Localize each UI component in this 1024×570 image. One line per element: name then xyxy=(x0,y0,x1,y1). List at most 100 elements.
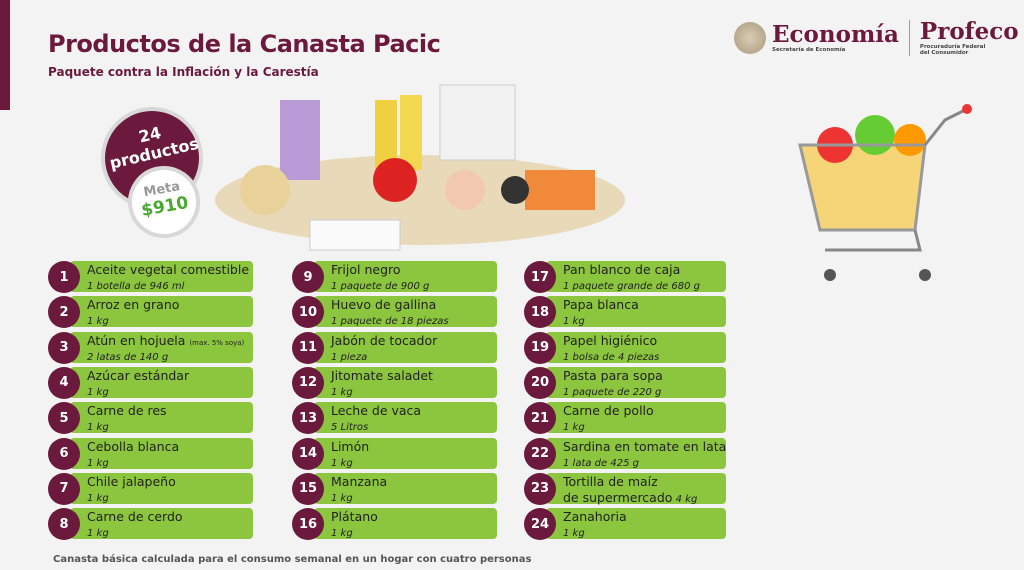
product-item: 5 Carne de res 1 kg xyxy=(48,402,253,435)
product-name: Carne de cerdo xyxy=(87,509,183,525)
item-number: 16 xyxy=(292,508,324,541)
item-number: 11 xyxy=(292,331,324,364)
economia-logo: Economía xyxy=(772,21,899,48)
item-bar: Jitomate saladet 1 kg xyxy=(314,366,497,398)
product-name: Pasta para sopa xyxy=(563,367,663,383)
item-number: 21 xyxy=(524,402,556,435)
product-detail: 1 kg xyxy=(563,422,585,434)
profeco-subtitle-2: del Consumidor xyxy=(919,50,969,56)
item-number: 13 xyxy=(292,402,324,435)
product-detail: 1 paquete de 18 piezas xyxy=(331,316,449,328)
product-detail: 1 paquete grande de 680 g xyxy=(563,281,701,292)
item-number: 14 xyxy=(292,437,324,470)
product-name: Zanahoria xyxy=(563,509,627,525)
product-item: 22 Sardina en tomate en lata 1 lata de 4… xyxy=(524,437,727,470)
product-detail: de supermercado xyxy=(563,489,673,505)
item-bar: Carne de pollo 1 kg xyxy=(546,402,726,434)
item-number: 10 xyxy=(292,296,324,329)
item-bar: Manzana 1 kg xyxy=(314,472,497,504)
item-number: 23 xyxy=(524,472,556,505)
product-name: Frijol negro xyxy=(331,262,401,277)
product-detail: 1 kg xyxy=(87,386,109,398)
product-detail: 1 kg xyxy=(563,316,585,328)
item-number: 5 xyxy=(48,402,80,435)
product-item: 21 Carne de pollo 1 kg xyxy=(524,402,726,435)
product-detail: 1 kg xyxy=(87,316,109,328)
product-name: Jabón de tocador xyxy=(331,332,438,348)
product-name: Manzana xyxy=(331,473,388,489)
product-detail: 1 kg xyxy=(331,492,353,504)
product-item: 6 Cebolla blanca 1 kg xyxy=(48,437,253,470)
page-title: Productos de la Canasta Pacic xyxy=(48,30,441,58)
item-bar: Papa blanca 1 kg xyxy=(546,296,726,328)
product-name: Aceite vegetal comestible xyxy=(87,262,250,277)
product-detail: 1 kg xyxy=(87,422,109,434)
product-item: 23 Tortilla de maíz de supermercado 4 kg xyxy=(524,472,726,505)
product-name: Chile jalapeño xyxy=(87,473,176,489)
item-bar: Limón 1 kg xyxy=(314,437,497,469)
product-name: Arroz en grano xyxy=(87,297,180,313)
item-number: 15 xyxy=(292,472,324,505)
item-bar: Pan blanco de caja 1 paquete grande de 6… xyxy=(546,261,726,292)
product-item: 9 Frijol negro 1 paquete de 900 g xyxy=(292,261,497,293)
item-number: 2 xyxy=(48,296,80,329)
footnote: Canasta básica calculada para el consumo… xyxy=(53,554,532,565)
item-bar: Azúcar estándar 1 kg xyxy=(70,366,253,398)
item-number: 17 xyxy=(524,261,556,293)
product-item: 4 Azúcar estándar 1 kg xyxy=(48,366,253,399)
item-bar: Cebolla blanca 1 kg xyxy=(70,437,253,469)
product-detail: 2 latas de 140 g xyxy=(87,351,169,363)
item-bar: Leche de vaca 5 Litros xyxy=(314,402,497,434)
product-item: 13 Leche de vaca 5 Litros xyxy=(292,402,497,435)
product-item: 10 Huevo de gallina 1 paquete de 18 piez… xyxy=(292,296,497,329)
product-detail: 1 kg xyxy=(87,528,109,540)
item-bar: Arroz en grano 1 kg xyxy=(70,296,253,328)
product-name: Limón xyxy=(331,438,370,454)
product-name: Azúcar estándar xyxy=(87,367,190,383)
product-name: Carne de res xyxy=(87,403,167,419)
product-detail: 5 Litros xyxy=(331,422,369,434)
product-item: 11 Jabón de tocador 1 pieza xyxy=(292,331,497,364)
product-name: Sardina en tomate en lata xyxy=(563,438,727,454)
product-name: Papa blanca xyxy=(563,297,639,313)
item-number: 22 xyxy=(524,437,556,470)
item-number: 8 xyxy=(48,508,80,541)
product-item: 12 Jitomate saladet 1 kg xyxy=(292,366,497,399)
item-number: 3 xyxy=(48,331,80,364)
page-subtitle: Paquete contra la Inflación y la Carestí… xyxy=(48,65,319,79)
item-number: 7 xyxy=(48,472,80,505)
item-number: 20 xyxy=(524,366,556,399)
seal-icon xyxy=(734,22,766,54)
item-number: 12 xyxy=(292,366,324,399)
product-name: Papel higiénico xyxy=(563,332,658,348)
product-name: Atún en hojuela xyxy=(87,332,186,348)
item-bar: Frijol negro 1 paquete de 900 g xyxy=(314,261,497,292)
product-item: 17 Pan blanco de caja 1 paquete grande d… xyxy=(524,261,726,293)
item-bar: Pasta para sopa 1 paquete de 220 g xyxy=(546,366,726,398)
product-item: 14 Limón 1 kg xyxy=(292,437,497,470)
product-name: Plátano xyxy=(331,509,378,525)
item-number: 4 xyxy=(48,366,80,399)
divider xyxy=(908,20,910,56)
item-number: 6 xyxy=(48,437,80,470)
product-item: 19 Papel higiénico 1 bolsa de 4 piezas xyxy=(524,331,726,364)
item-number: 1 xyxy=(48,261,80,293)
product-qty: 4 kg xyxy=(675,493,698,505)
product-detail: 1 bolsa de 4 piezas xyxy=(563,351,660,363)
logos: Economía Secretaría de Economía Profeco … xyxy=(734,20,1019,56)
item-bar: Sardina en tomate en lata 1 lata de 425 … xyxy=(546,437,727,469)
product-detail: 1 lata de 425 g xyxy=(563,457,639,469)
item-bar: Aceite vegetal comestible 1 botella de 9… xyxy=(70,261,253,292)
product-name: Pan blanco de caja xyxy=(563,262,681,277)
item-number: 18 xyxy=(524,296,556,329)
product-name: Carne de pollo xyxy=(563,403,654,419)
item-bar: Carne de cerdo 1 kg xyxy=(70,508,253,540)
item-bar: Atún en hojuela (max. 5% soya) 2 latas d… xyxy=(70,331,253,363)
item-bar: Papel higiénico 1 bolsa de 4 piezas xyxy=(546,331,726,363)
product-detail: 1 kg xyxy=(87,492,109,504)
product-detail: 1 paquete de 900 g xyxy=(331,281,430,292)
product-item: 15 Manzana 1 kg xyxy=(292,472,497,505)
product-detail: 1 kg xyxy=(331,386,353,398)
product-item: 7 Chile jalapeño 1 kg xyxy=(48,472,253,505)
accent-bar xyxy=(0,0,10,110)
